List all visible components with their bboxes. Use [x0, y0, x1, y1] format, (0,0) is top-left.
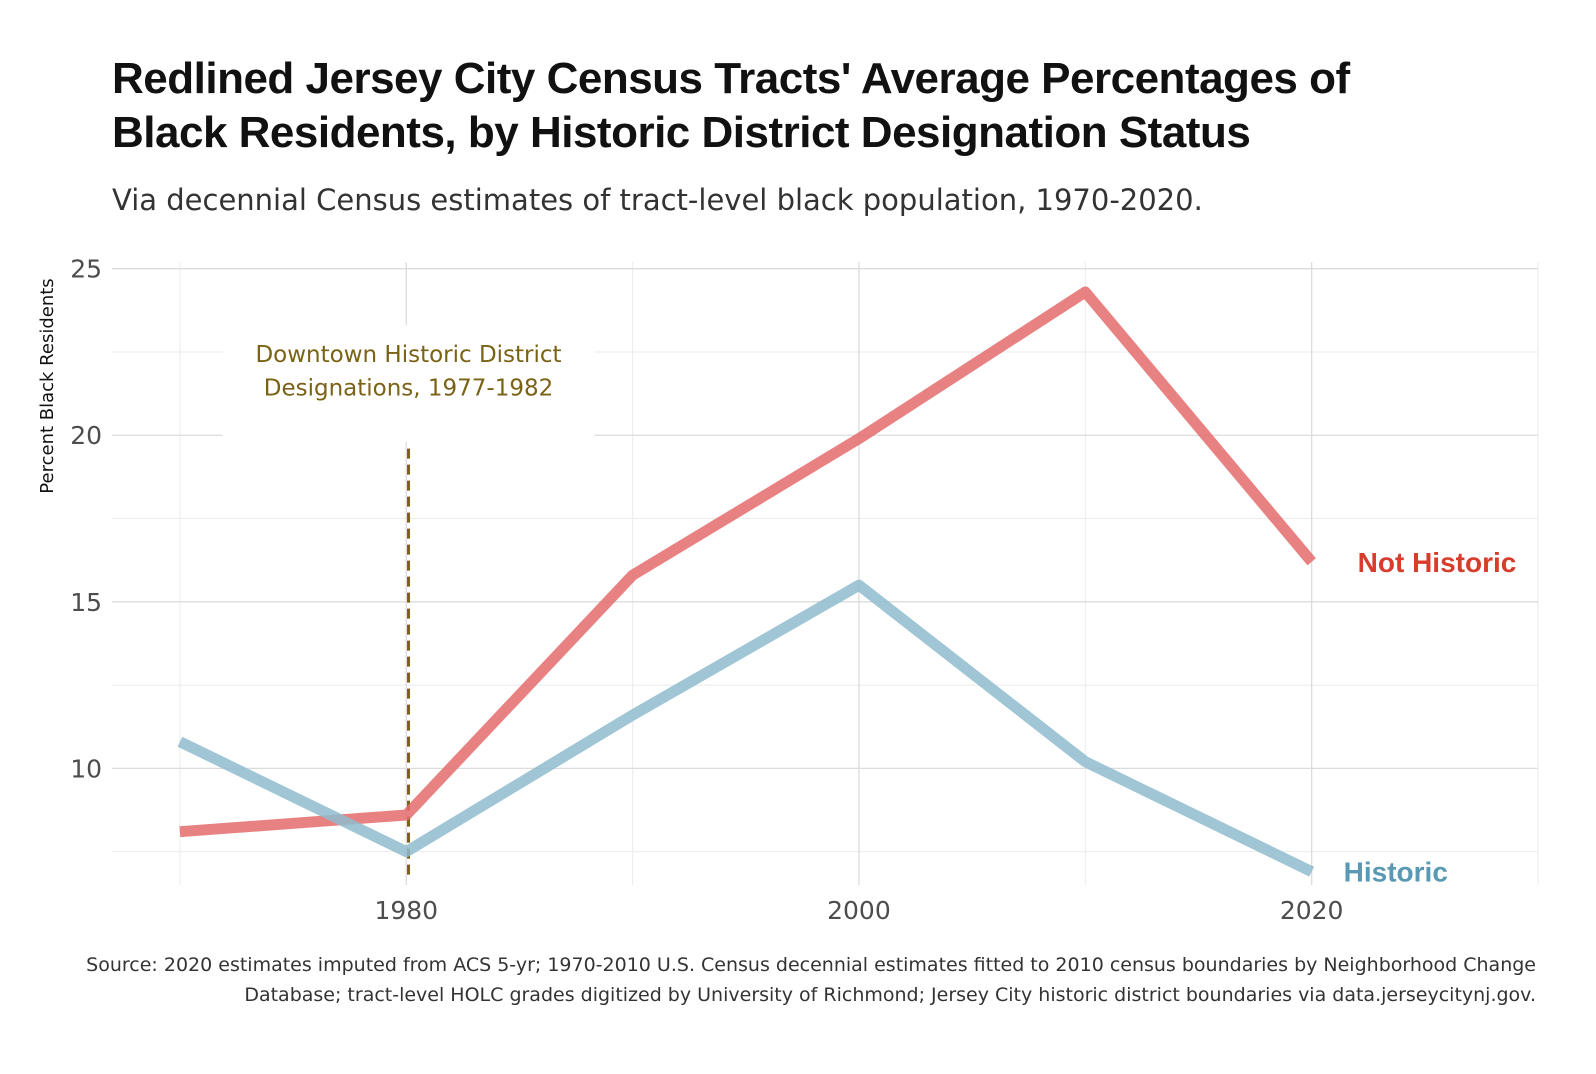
annotation-text-line1: Downtown Historic District [255, 342, 561, 368]
y-tick-label: 25 [70, 255, 102, 284]
series-line-not-historic [179, 286, 1316, 838]
series-label: Not Historic [1358, 547, 1517, 578]
x-tick-label: 1980 [374, 896, 438, 925]
series-layer: Not Historic Historic [177, 286, 1517, 888]
y-tick-label: 15 [70, 588, 102, 617]
grid-layer [112, 262, 1539, 885]
annotation-layer: Downtown Historic District Designations, … [222, 325, 595, 880]
chart-title-line2: Black Residents, by Historic District De… [112, 108, 1251, 157]
x-tick-label: 2020 [1280, 896, 1344, 925]
x-tick-label: 2000 [827, 896, 891, 925]
annotation-background [222, 325, 595, 442]
chart-subtitle: Via decennial Census estimates of tract-… [112, 183, 1203, 217]
caption-line2: Database; tract-level HOLC grades digiti… [244, 984, 1536, 1006]
y-tick-label: 10 [70, 754, 102, 783]
caption-line1: Source: 2020 estimates imputed from ACS … [86, 954, 1536, 976]
series-label: Historic [1344, 857, 1448, 888]
y-tick-label: 20 [70, 421, 102, 450]
axis-layer: 1980 2000 2020 10 15 20 25 Percent Black Reside… [37, 255, 1343, 925]
chart-title: Redlined Jersey City Census Tracts' Aver… [112, 52, 1512, 160]
y-axis-label: Percent Black Residents [37, 278, 58, 493]
chart-title-line1: Redlined Jersey City Census Tracts' Aver… [112, 54, 1350, 103]
chart-caption: Source: 2020 estimates imputed from ACS … [16, 950, 1536, 1010]
annotation-text-line2: Designations, 1977-1982 [264, 375, 554, 401]
series-line-historic [177, 579, 1315, 877]
